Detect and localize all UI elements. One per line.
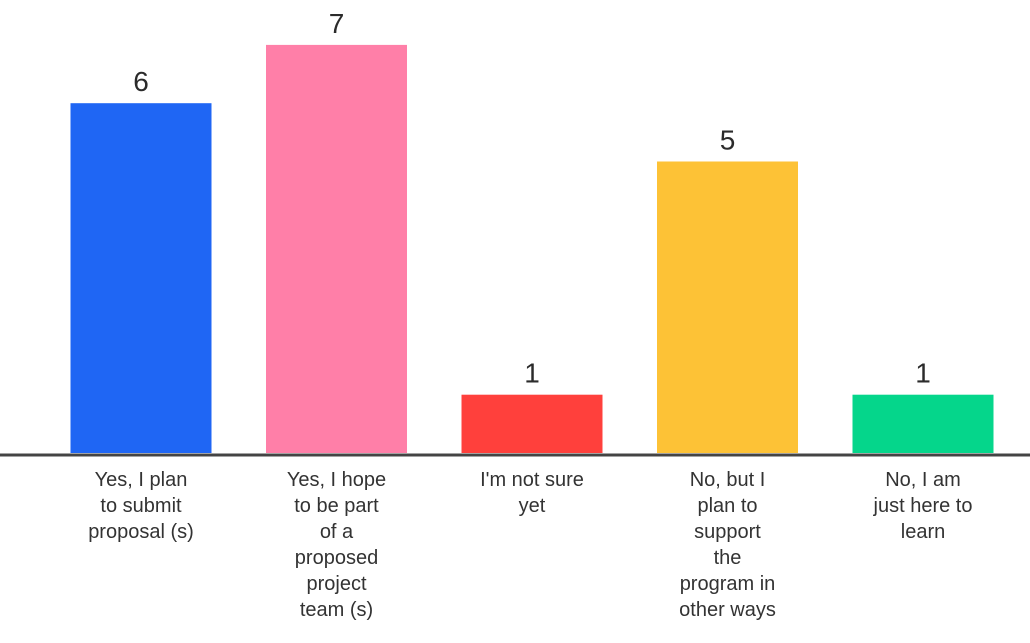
category-label-line: project (306, 573, 366, 595)
category-label-line: to submit (100, 495, 182, 517)
category-label-line: No, I am (885, 469, 961, 491)
category-label-line: plan to (697, 495, 757, 517)
bar-2 (266, 44, 407, 454)
value-label-1: 6 (133, 66, 149, 97)
category-label-line: other ways (679, 599, 776, 621)
category-label-4: No, but I plan to support the program in othe… (679, 469, 776, 621)
bar-4 (657, 161, 798, 453)
category-label-1: Yes, I plan to submit proposal (s) (88, 469, 194, 543)
category-label-line: proposal (s) (88, 521, 194, 543)
category-label-line: learn (901, 521, 945, 543)
category-label-line: support (694, 521, 761, 543)
category-label-line: No, but I (690, 469, 766, 491)
bar-3 (461, 394, 603, 453)
value-label-4: 5 (720, 125, 736, 156)
category-label-3: I'm not sure yet (480, 469, 584, 517)
category-label-line: of a (320, 521, 354, 543)
category-label-2: Yes, I hope to be part of a proposed project… (287, 469, 386, 621)
value-label-3: 1 (524, 358, 540, 389)
category-labels-group: Yes, I plan to submit proposal (s) Yes, I h… (88, 469, 972, 621)
category-label-line: I'm not sure (480, 469, 584, 491)
bars-group (70, 44, 994, 454)
category-label-line: to be part (294, 495, 379, 517)
category-label-5: No, I am just here to learn (873, 469, 973, 543)
category-label-line: program in (680, 573, 776, 595)
category-label-line: just here to (873, 495, 973, 517)
category-label-line: Yes, I plan (95, 469, 188, 491)
category-label-line: the (714, 547, 742, 569)
category-label-line: proposed (295, 547, 378, 569)
value-label-5: 1 (915, 358, 931, 389)
bar-5 (852, 394, 994, 453)
value-labels-group: 6 7 1 5 1 (133, 8, 931, 389)
category-label-line: team (s) (300, 599, 373, 621)
value-label-2: 7 (329, 8, 345, 39)
category-label-line: yet (519, 495, 546, 517)
bar-1 (70, 103, 212, 453)
category-label-line: Yes, I hope (287, 469, 386, 491)
